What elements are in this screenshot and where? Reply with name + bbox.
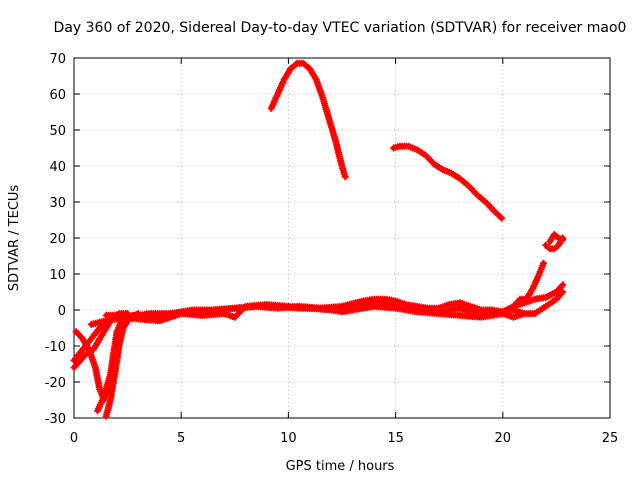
series-arc-descending (390, 142, 506, 222)
y-tick-label: -30 (45, 412, 66, 427)
y-tick-label: -20 (45, 376, 66, 391)
grid (74, 58, 610, 418)
data-layer (70, 59, 567, 420)
series-trace (391, 143, 505, 221)
data-point (540, 259, 547, 267)
series-tail-rise-c (546, 230, 567, 246)
series-arc-high-peak (267, 59, 349, 181)
series-baseline-c (113, 301, 528, 325)
x-tick-label: 5 (177, 431, 185, 446)
series-tail-rise-a (510, 259, 547, 310)
y-axis-label: SDTVAR / TECUs (7, 185, 22, 292)
x-tick-label: 25 (602, 431, 619, 446)
x-tick-label: 15 (387, 431, 404, 446)
data-point (559, 236, 567, 244)
data-point (341, 173, 349, 181)
ticks: 0 5 10 15 20 25 -30 -20 -10 0 10 20 30 40 50 60 70 (45, 52, 619, 446)
y-tick-label: -10 (45, 340, 66, 355)
y-tick-label: 10 (49, 268, 66, 283)
data-point (498, 214, 506, 222)
y-tick-label: 50 (49, 124, 66, 139)
data-point (559, 288, 567, 296)
data-point (240, 304, 248, 312)
x-axis-label: GPS time / hours (286, 459, 395, 474)
y-tick-label: 30 (49, 196, 66, 211)
x-tick-label: 20 (495, 431, 512, 446)
series-tail-rise-b (542, 234, 567, 253)
x-tick-label: 10 (280, 431, 297, 446)
data-point (496, 213, 504, 221)
data-point (520, 310, 528, 318)
data-point (559, 281, 567, 289)
x-tick-label: 0 (70, 431, 78, 446)
y-tick-label: 70 (49, 52, 66, 67)
y-tick-label: 0 (58, 304, 66, 319)
y-tick-label: 20 (49, 232, 66, 247)
y-tick-label: 60 (49, 88, 66, 103)
chart-title: Day 360 of 2020, Sidereal Day-to-day VTE… (54, 20, 627, 36)
y-tick-label: 40 (49, 160, 66, 175)
